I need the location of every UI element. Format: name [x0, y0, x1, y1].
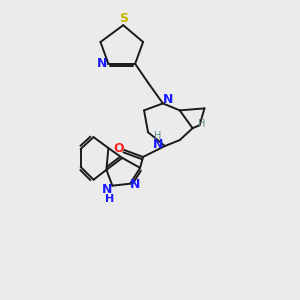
Text: N: N [163, 93, 173, 106]
Text: O: O [113, 142, 124, 154]
Text: N: N [130, 178, 140, 191]
Text: N: N [102, 183, 112, 196]
Text: H: H [105, 194, 114, 203]
Text: N: N [153, 138, 163, 151]
Text: N: N [97, 57, 108, 70]
Text: S: S [119, 12, 128, 25]
Text: H: H [154, 131, 162, 141]
Text: H: H [198, 119, 205, 129]
